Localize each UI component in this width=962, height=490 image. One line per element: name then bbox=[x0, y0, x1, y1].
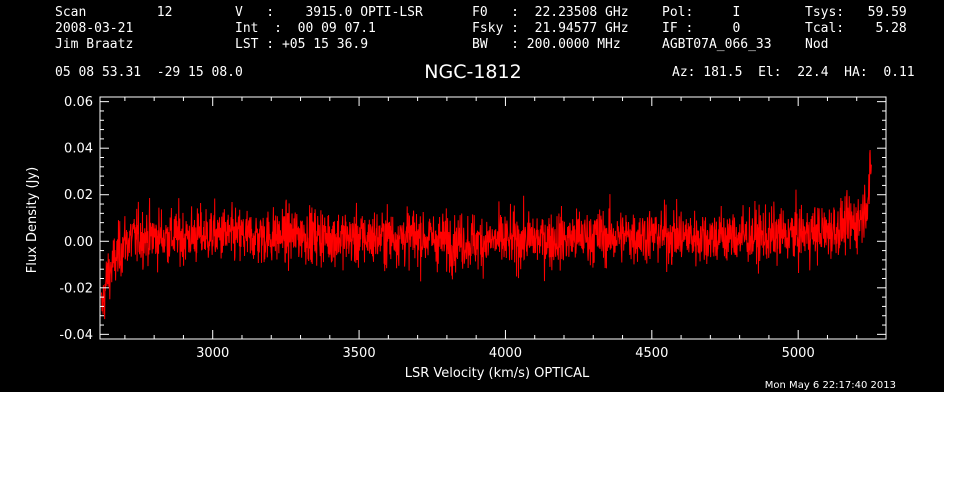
header-lst: LST : +05 15 36.9 bbox=[235, 37, 369, 52]
header-project: AGBT07A_066_33 bbox=[662, 37, 772, 52]
x-tick-label: 3500 bbox=[343, 346, 376, 361]
y-tick-label: 0.06 bbox=[64, 95, 93, 110]
header-pol: Pol: I bbox=[662, 5, 741, 20]
header-scan: Scan 12 bbox=[55, 5, 173, 20]
plot-panel: Scan 12 2008-03-21 Jim Braatz V : 3915.0… bbox=[0, 0, 944, 392]
chart-title: NGC-1812 bbox=[424, 61, 521, 83]
header-f0: F0 : 22.23508 GHz bbox=[472, 5, 629, 20]
header-integration: Int : 00 09 07.1 bbox=[235, 21, 376, 36]
y-axis-label: Flux Density (Jy) bbox=[25, 167, 40, 273]
header-nod: Nod bbox=[805, 37, 829, 52]
header-tsys: Tsys: 59.59 bbox=[805, 5, 907, 20]
header-pointing: Az: 181.5 El: 22.4 HA: 0.11 bbox=[672, 65, 915, 80]
header-observer: Jim Braatz bbox=[55, 37, 134, 52]
x-tick-label: 3000 bbox=[196, 346, 229, 361]
y-tick-label: -0.04 bbox=[59, 328, 93, 343]
x-tick-label: 4000 bbox=[489, 346, 522, 361]
y-tick-label: -0.02 bbox=[59, 281, 93, 296]
spectrum-chart: NGC-1812 3000 3500 4000 4500 5000 -0.04 -0.02 0… bbox=[25, 61, 896, 391]
header-coords: 05 08 53.31 -29 15 08.0 bbox=[55, 65, 243, 80]
header-bw: BW : 200.0000 MHz bbox=[472, 37, 621, 52]
y-tick-label: 0.02 bbox=[64, 188, 93, 203]
x-tick-label: 5000 bbox=[782, 346, 815, 361]
y-tick-label: 0.00 bbox=[64, 235, 93, 250]
header-date: 2008-03-21 bbox=[55, 21, 134, 36]
spectrum-line bbox=[100, 149, 872, 320]
header-if: IF : 0 bbox=[662, 21, 741, 36]
x-axis-label: LSR Velocity (km/s) OPTICAL bbox=[405, 366, 590, 381]
plot-frame bbox=[99, 96, 887, 340]
series-layer bbox=[100, 149, 872, 320]
timestamp: Mon May 6 22:17:40 2013 bbox=[765, 380, 896, 391]
header-fsky: Fsky : 21.94577 GHz bbox=[472, 21, 629, 36]
x-tick-label: 4500 bbox=[635, 346, 668, 361]
ticks-layer: 3000 3500 4000 4500 5000 -0.04 -0.02 0.00 0.02 0.… bbox=[59, 95, 887, 361]
header-tcal: Tcal: 5.28 bbox=[805, 21, 907, 36]
header-velocity: V : 3915.0 OPTI-LSR bbox=[235, 5, 423, 20]
y-tick-label: 0.04 bbox=[64, 142, 93, 157]
